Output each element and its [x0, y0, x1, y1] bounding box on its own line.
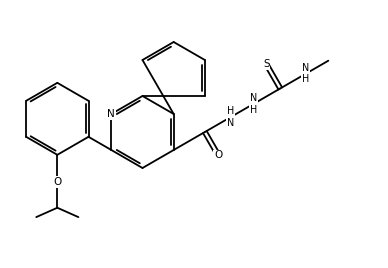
- Text: N
H: N H: [302, 63, 310, 84]
- Text: N: N: [107, 109, 115, 119]
- Text: H
N: H N: [227, 106, 234, 128]
- Text: S: S: [263, 59, 270, 69]
- Text: O: O: [214, 150, 222, 160]
- Text: O: O: [53, 177, 61, 187]
- Text: N
H: N H: [250, 93, 257, 114]
